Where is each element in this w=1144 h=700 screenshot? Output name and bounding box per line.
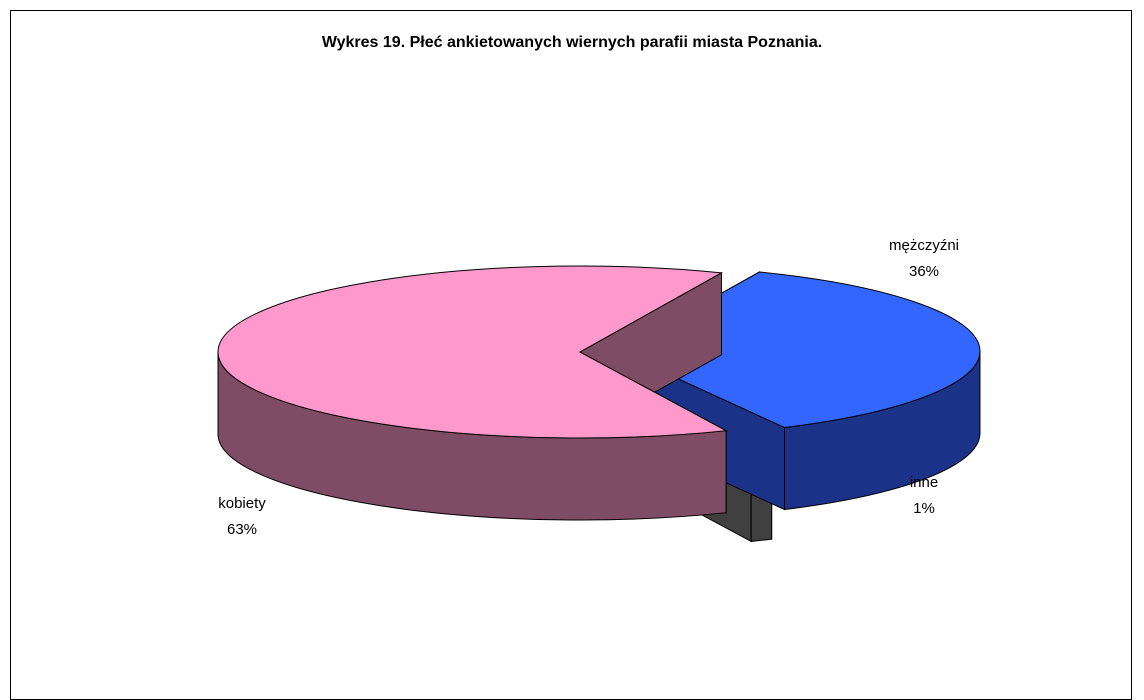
pie-slice-women-top: [217, 265, 728, 439]
data-label-women-value: 63%: [227, 521, 257, 538]
data-label-men-category: mężczyźni: [889, 237, 959, 254]
data-label-other-value: 1%: [913, 500, 935, 517]
pie-slice-women: [217, 265, 728, 521]
data-label-men-value: 36%: [909, 263, 939, 280]
data-label-women-category: kobiety: [218, 495, 266, 512]
data-label-other-category: inne: [910, 474, 938, 491]
chart-title: Wykres 19. Płeć ankietowanych wiernych p…: [321, 34, 823, 51]
